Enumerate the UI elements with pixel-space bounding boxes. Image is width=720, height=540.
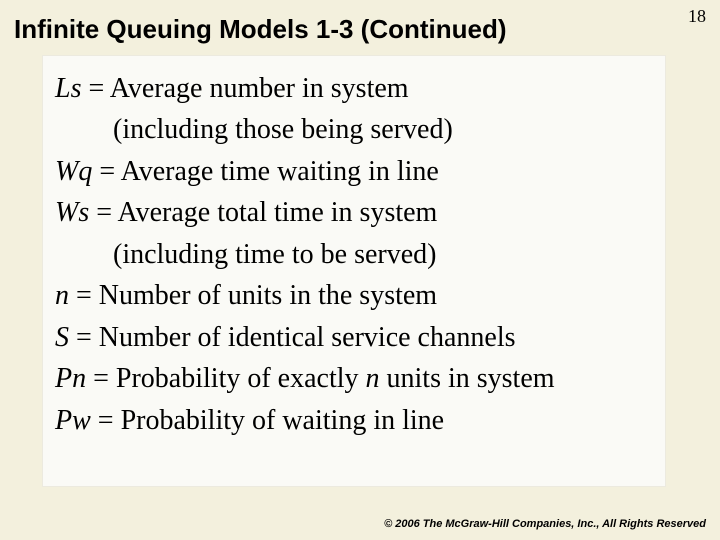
slide: 18 Infinite Queuing Models 1-3 (Continue…: [0, 0, 720, 540]
sym-n: n: [55, 280, 69, 311]
def-pn-text-b: units in system: [380, 363, 555, 394]
def-wq-text: = Average time waiting in line: [92, 156, 439, 187]
def-s-text: = Number of identical service channels: [69, 322, 516, 353]
slide-title: Infinite Queuing Models 1-3 (Continued): [0, 14, 660, 45]
def-ws-text: = Average total time in system: [89, 197, 437, 228]
def-pn-ital-n: n: [366, 363, 380, 394]
def-ws: Ws = Average total time in system: [55, 192, 653, 233]
def-n: n = Number of units in the system: [55, 275, 653, 316]
def-s: S = Number of identical service channels: [55, 317, 653, 358]
page-number: 18: [688, 6, 706, 27]
definitions-list: Ls = Average number in system (including…: [55, 68, 653, 441]
sym-ls: Ls: [55, 73, 81, 104]
def-ls: Ls = Average number in system: [55, 68, 653, 109]
def-pn: Pn = Probability of exactly n units in s…: [55, 358, 653, 399]
def-pn-text-a: = Probability of exactly: [86, 363, 365, 394]
sym-wq: Wq: [55, 156, 92, 187]
copyright: © 2006 The McGraw-Hill Companies, Inc., …: [384, 518, 706, 530]
sym-pn: Pn: [55, 363, 86, 394]
sym-ws: Ws: [55, 197, 89, 228]
def-n-text: = Number of units in the system: [69, 280, 437, 311]
def-pw-text: = Probability of waiting in line: [91, 405, 444, 436]
sym-s: S: [55, 322, 69, 353]
def-ls-text: = Average number in system: [81, 73, 408, 104]
def-ls-sub: (including those being served): [55, 109, 653, 150]
definitions-box: Ls = Average number in system (including…: [42, 55, 666, 487]
def-pw: Pw = Probability of waiting in line: [55, 400, 653, 441]
def-wq: Wq = Average time waiting in line: [55, 151, 653, 192]
def-ws-sub: (including time to be served): [55, 234, 653, 275]
sym-pw: Pw: [55, 405, 91, 436]
